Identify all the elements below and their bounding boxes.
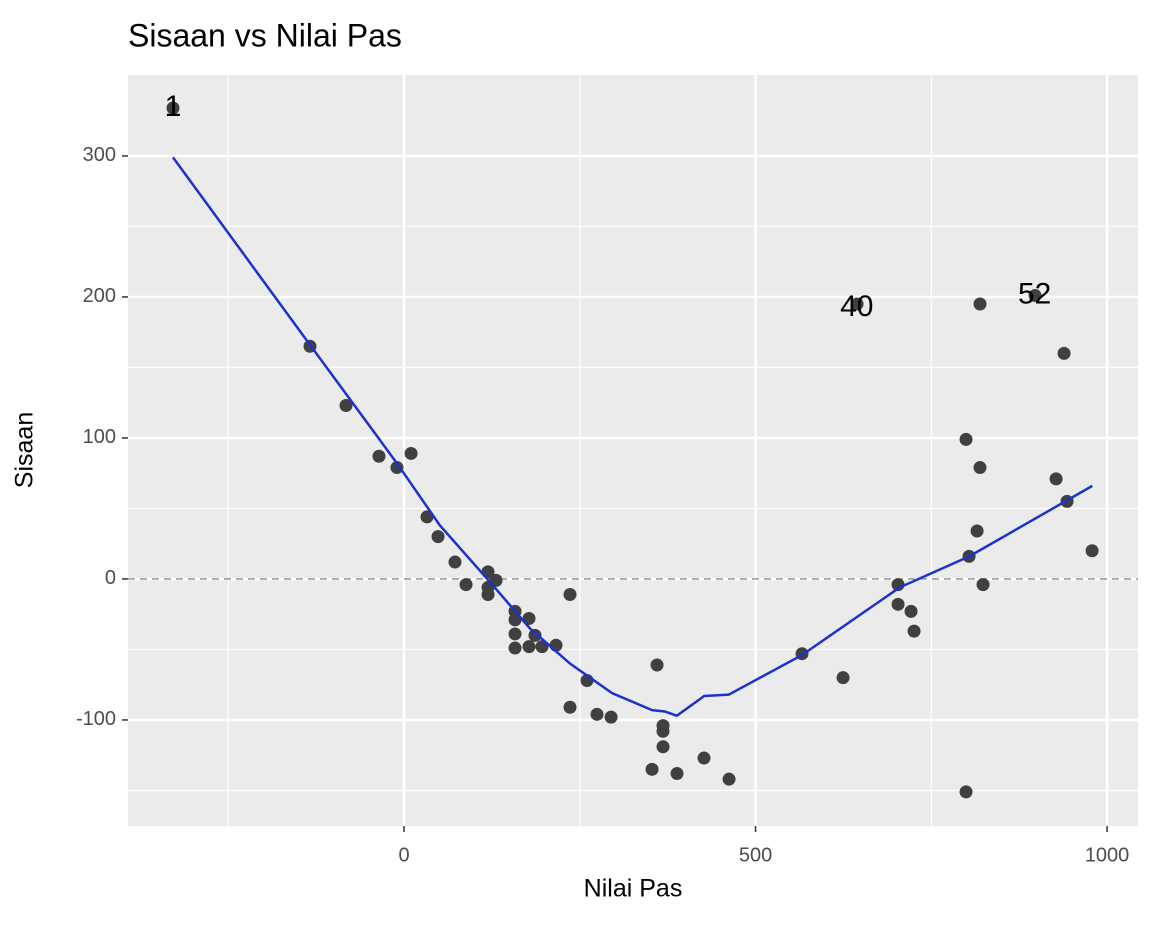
- point: [907, 624, 921, 638]
- point: [959, 432, 973, 446]
- point: [390, 461, 404, 475]
- panel: [128, 75, 1138, 826]
- point: [976, 578, 990, 592]
- point: [563, 700, 577, 714]
- point: [431, 530, 445, 544]
- annotation: 1: [165, 90, 182, 123]
- y-tick-label: 200: [83, 285, 116, 307]
- point: [650, 658, 664, 672]
- x-axis-title: Nilai Pas: [584, 875, 683, 903]
- point: [522, 640, 536, 654]
- point: [481, 587, 495, 601]
- point: [404, 446, 418, 460]
- y-tick-label: -100: [76, 708, 116, 730]
- point: [420, 510, 434, 524]
- point: [850, 297, 864, 311]
- point: [372, 449, 386, 463]
- point: [604, 710, 618, 724]
- point: [722, 772, 736, 786]
- point: [670, 767, 684, 781]
- chart-title: Sisaan vs Nilai Pas: [128, 17, 402, 53]
- point: [697, 751, 711, 765]
- y-axis-title: Sisaan: [11, 412, 39, 488]
- y-tick-label: 300: [83, 144, 116, 166]
- y-tick-label: 0: [105, 567, 116, 589]
- point: [1057, 346, 1071, 360]
- point: [656, 740, 670, 754]
- point: [973, 461, 987, 475]
- point: [1049, 472, 1063, 486]
- point: [904, 604, 918, 618]
- point: [339, 399, 353, 413]
- point: [836, 671, 850, 685]
- annotation: 52: [1018, 277, 1051, 310]
- point: [508, 627, 522, 641]
- point: [645, 762, 659, 776]
- x-tick-label: 0: [398, 844, 409, 866]
- x-tick-label: 500: [739, 844, 772, 866]
- point: [166, 101, 180, 115]
- point: [508, 641, 522, 655]
- point: [1085, 544, 1099, 558]
- point: [563, 587, 577, 601]
- point: [973, 297, 987, 311]
- point: [448, 555, 462, 569]
- point: [590, 707, 604, 721]
- point: [459, 578, 473, 592]
- smooth-line: [171, 156, 1093, 718]
- point: [970, 524, 984, 538]
- point: [656, 724, 670, 738]
- point: [1028, 289, 1042, 303]
- point: [959, 785, 973, 799]
- x-tick-label: 1000: [1085, 844, 1130, 866]
- point: [891, 597, 905, 611]
- y-tick-label: 100: [83, 426, 116, 448]
- point: [528, 628, 542, 642]
- annotation: 40: [840, 290, 873, 323]
